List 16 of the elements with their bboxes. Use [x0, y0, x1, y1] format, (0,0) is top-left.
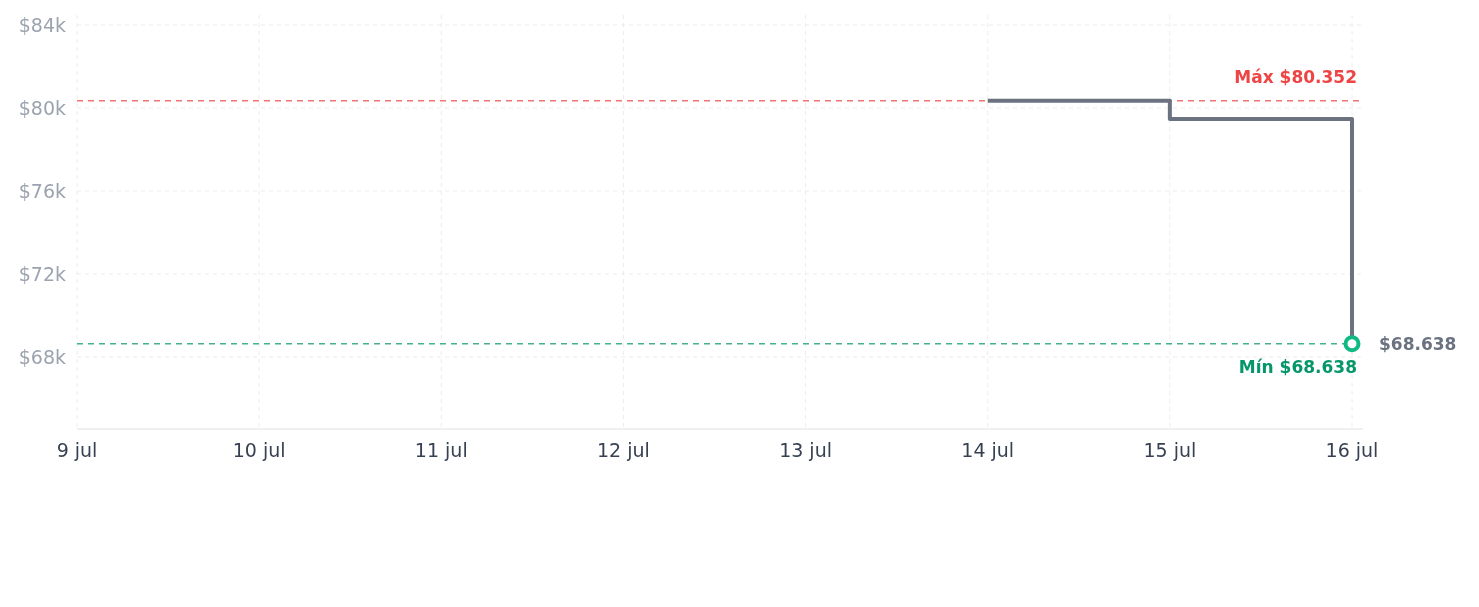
ref-line-label: Mín $68.638: [1238, 356, 1357, 377]
x-tick-label: 14 jul: [961, 439, 1015, 461]
x-tick-label: 10 jul: [232, 439, 286, 461]
x-tick-label: 15 jul: [1143, 439, 1197, 461]
y-tick-label: $84k: [18, 13, 66, 36]
x-tick-label: 16 jul: [1325, 439, 1379, 461]
y-tick-label: $68k: [18, 345, 66, 368]
y-tick-label: $72k: [18, 262, 66, 285]
x-tick-label: 11 jul: [414, 439, 468, 461]
y-tick-label: $80k: [18, 96, 66, 119]
ref-line-label: Máx $80.352: [1234, 66, 1357, 87]
x-tick-label: 12 jul: [597, 439, 650, 461]
annotation: $68.638: [1379, 333, 1457, 354]
x-tick-label: 9 jul: [56, 439, 98, 461]
y-tick-label: $76k: [18, 179, 66, 202]
x-tick-label: 13 jul: [779, 439, 832, 461]
